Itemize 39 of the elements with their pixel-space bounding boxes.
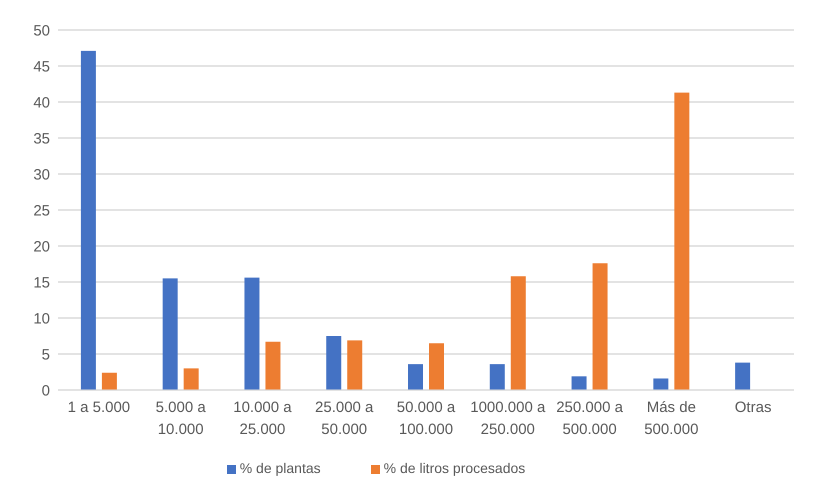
bar bbox=[184, 368, 199, 390]
x-tick-label: 250.000 a 500.000 bbox=[556, 399, 624, 438]
bar bbox=[592, 263, 608, 390]
x-tick-label: 1 a 5.000 bbox=[68, 399, 130, 416]
y-tick-label: 15 bbox=[33, 274, 50, 292]
y-tick-label: 0 bbox=[42, 382, 50, 400]
bar bbox=[653, 378, 668, 390]
bar bbox=[162, 278, 178, 390]
bar bbox=[674, 92, 690, 390]
legend-label: % de plantas bbox=[240, 460, 321, 476]
x-tick-label: 5.000 a 10.000 bbox=[156, 399, 206, 438]
y-tick-label: 30 bbox=[33, 166, 50, 184]
bar bbox=[429, 343, 444, 390]
x-tick-label: 10.000 a 25.000 bbox=[233, 399, 292, 438]
y-tick-label: 20 bbox=[33, 238, 50, 256]
bar bbox=[408, 364, 424, 390]
y-tick-label: 50 bbox=[33, 22, 50, 40]
bar bbox=[572, 376, 587, 390]
bar bbox=[326, 336, 342, 390]
x-tick-label: 50.000 a 100.000 bbox=[396, 399, 456, 438]
bar bbox=[102, 372, 117, 390]
x-tick-label: Más de 500.000 bbox=[644, 399, 698, 438]
y-tick-label: 10 bbox=[33, 310, 50, 328]
bar bbox=[510, 276, 526, 390]
bar bbox=[735, 362, 750, 390]
y-tick-label: 35 bbox=[33, 130, 50, 148]
y-tick-label: 45 bbox=[33, 58, 50, 76]
y-tick-label: 40 bbox=[33, 94, 50, 112]
y-tick-label: 25 bbox=[33, 202, 50, 220]
bar bbox=[80, 50, 96, 390]
bar bbox=[265, 342, 280, 390]
bar bbox=[490, 364, 505, 390]
legend-label: % de litros procesados bbox=[384, 460, 526, 476]
x-tick-label: 25.000 a 50.000 bbox=[315, 399, 374, 438]
x-tick-label: 1000.000 a 250.000 bbox=[470, 399, 546, 438]
bar bbox=[244, 278, 260, 390]
bar bbox=[347, 340, 362, 390]
x-tick-label: Otras bbox=[734, 399, 772, 416]
y-tick-label: 5 bbox=[42, 346, 50, 364]
